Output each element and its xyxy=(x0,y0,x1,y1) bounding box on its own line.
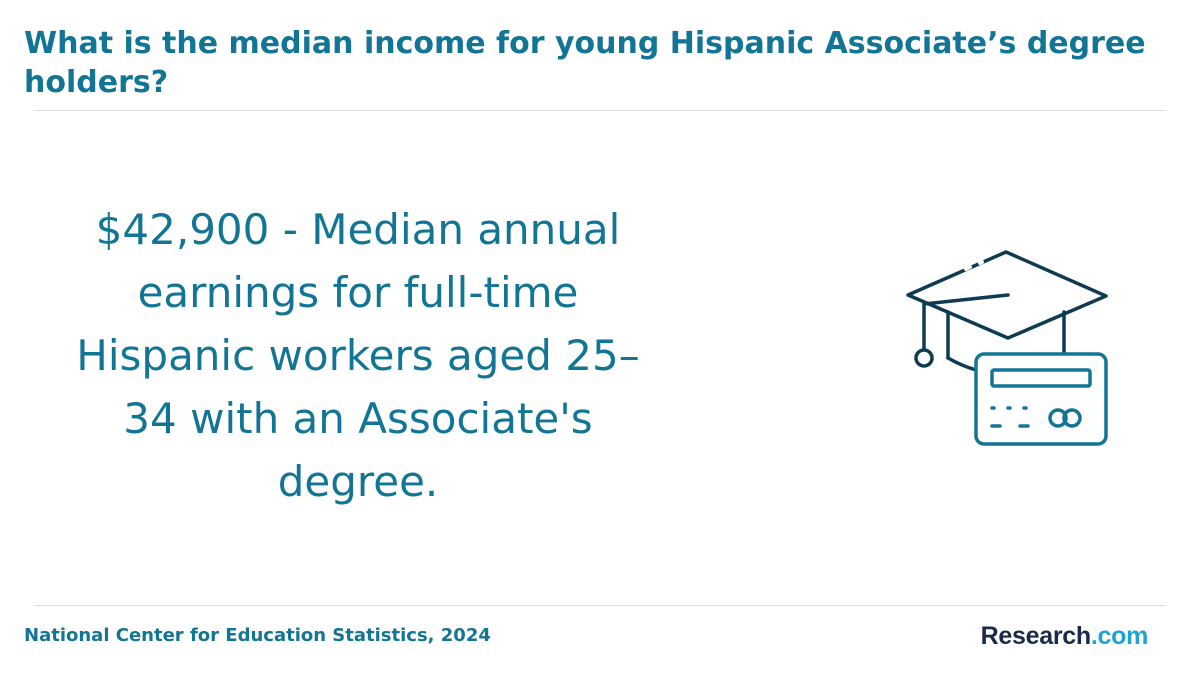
brand-name: Research xyxy=(980,622,1091,650)
page-title: What is the median income for young Hisp… xyxy=(24,26,1146,100)
header-divider xyxy=(34,110,1166,111)
brand-logo: Research.com xyxy=(980,620,1149,652)
source-citation: National Center for Education Statistics… xyxy=(24,625,491,646)
graduation-cap-with-credit-card-icon xyxy=(906,250,1108,446)
brand-tld: .com xyxy=(1090,622,1148,650)
footer-divider xyxy=(34,605,1166,606)
stat-text: $42,900 - Median annual earnings for ful… xyxy=(76,205,640,506)
